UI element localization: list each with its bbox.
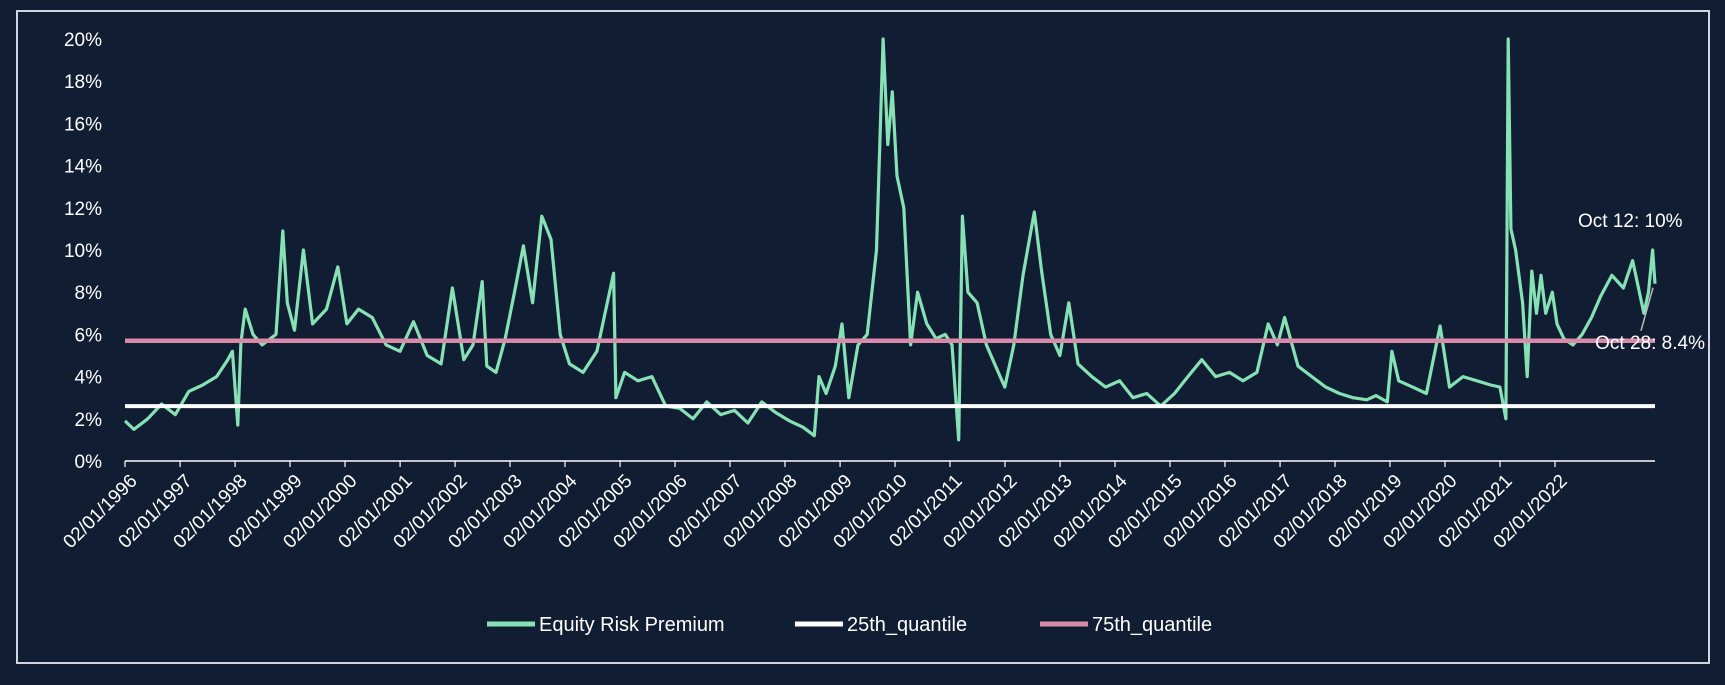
y-tick-label: 4% — [75, 368, 103, 389]
x-axis: 02/01/199602/01/199702/01/199802/01/1999… — [59, 460, 1655, 553]
y-axis: 0% 2% 4% 6% 8% 10% 12% 14% 16% 18% 20% — [64, 30, 102, 473]
y-tick-label: 16% — [64, 114, 102, 135]
chart-frame — [16, 10, 1710, 664]
legend-label: 75th_quantile — [1092, 614, 1212, 636]
y-tick-label: 10% — [64, 241, 102, 262]
y-tick-label: 12% — [64, 199, 102, 220]
annotation-connector — [1640, 287, 1654, 331]
legend-label: 25th_quantile — [847, 614, 967, 636]
annotations: Oct 12: 10% Oct 28: 8.4% — [1578, 211, 1705, 354]
y-tick-label: 14% — [64, 157, 102, 178]
plot-area — [123, 37, 1657, 442]
y-tick-label: 6% — [75, 325, 103, 346]
annotation-label-oct-12: Oct 12: 10% — [1578, 211, 1683, 232]
y-tick-label: 20% — [64, 30, 102, 51]
series-line-equity-risk-premium — [123, 37, 1657, 442]
y-tick-label: 8% — [75, 283, 103, 304]
y-tick-label: 0% — [75, 452, 103, 473]
y-tick-label: 18% — [64, 72, 102, 93]
y-tick-label: 2% — [75, 410, 103, 431]
legend: Equity Risk Premium 25th_quantile 75th_qua… — [487, 614, 1212, 636]
annotation-label-oct-28: Oct 28: 8.4% — [1595, 333, 1705, 354]
legend-label: Equity Risk Premium — [539, 614, 725, 636]
